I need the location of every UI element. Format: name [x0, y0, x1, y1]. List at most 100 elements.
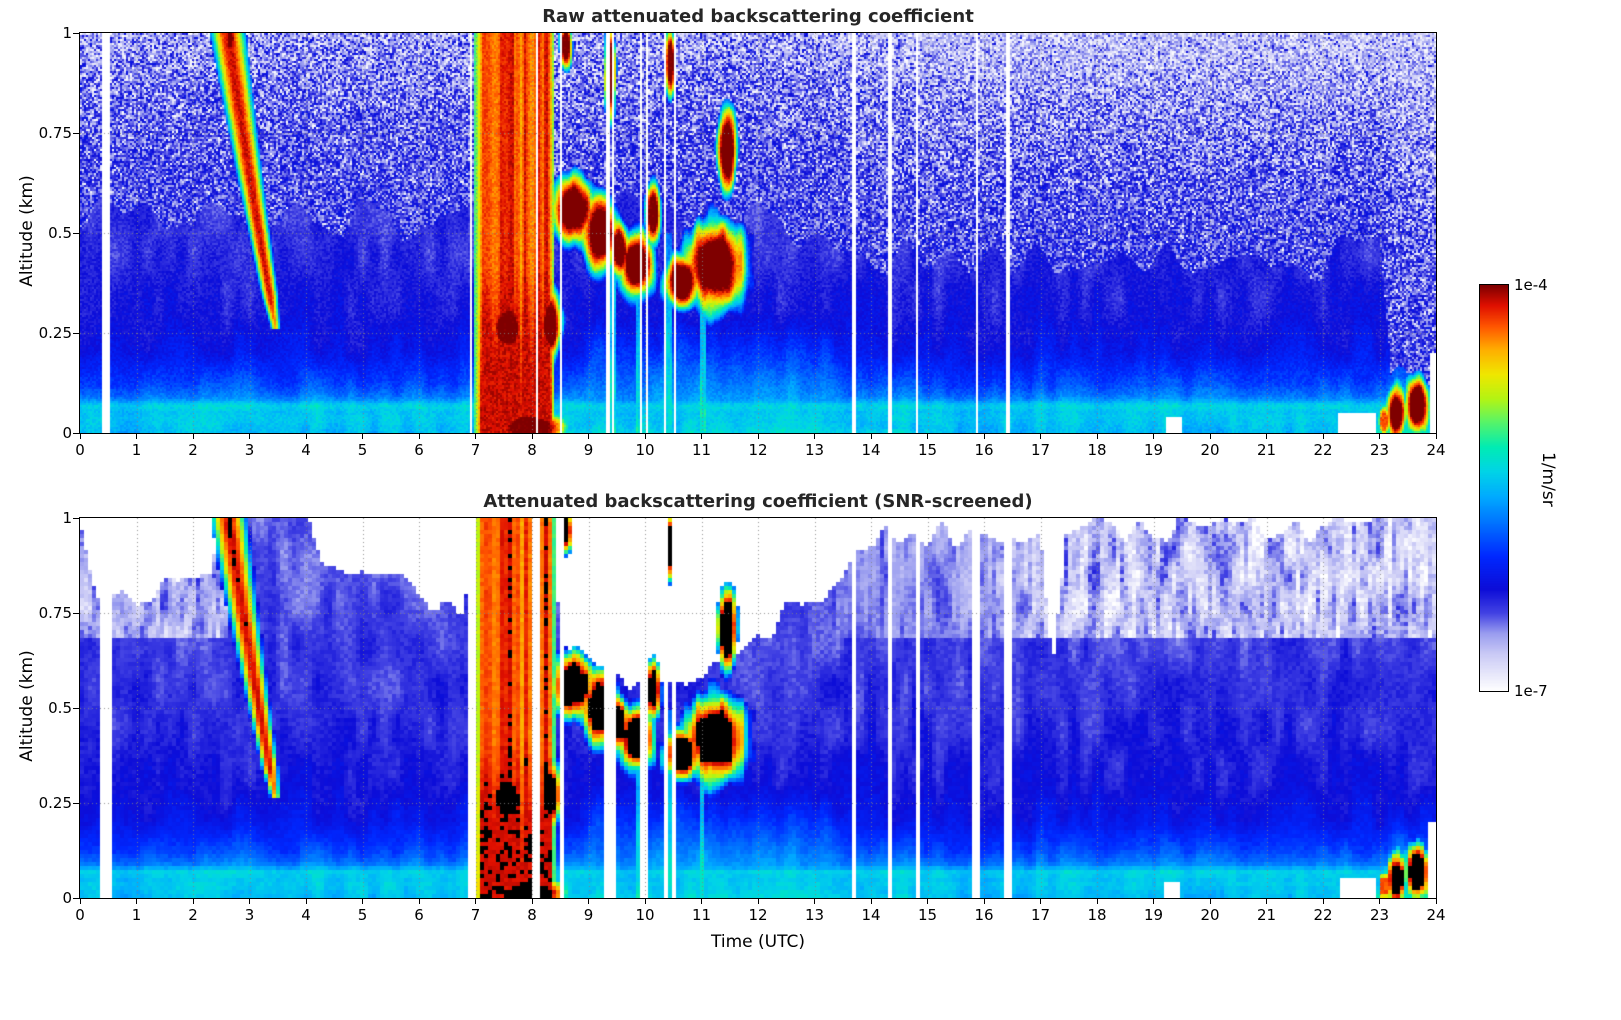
x-tick-mark	[362, 899, 363, 904]
y-tick-mark	[73, 707, 79, 709]
y-tick-mark	[73, 897, 79, 899]
x-tick-mark	[588, 899, 589, 904]
x-tick-label: 8	[527, 906, 537, 924]
x-tick-mark	[983, 899, 985, 904]
x-tick-label: 9	[583, 906, 594, 924]
x-tick-label: 11	[691, 441, 712, 459]
x-tick-label: 8	[527, 441, 537, 459]
panel1-title: Raw attenuated backscattering coefficien…	[542, 6, 974, 27]
x-tick-label: 23	[1369, 441, 1390, 459]
colorbar-unit-label: 1/m/sr	[1538, 452, 1558, 507]
x-tick-mark	[757, 434, 759, 439]
x-tick-label: 20	[1200, 906, 1220, 924]
x-tick-mark	[1040, 899, 1041, 904]
x-tick-mark	[531, 434, 533, 439]
x-tick-label: 21	[1256, 906, 1277, 924]
y-tick-mark	[73, 132, 79, 134]
x-tick-mark	[249, 434, 250, 439]
x-tick-label: 2	[188, 441, 198, 459]
x-tick-mark	[1096, 434, 1098, 439]
x-tick-label: 7	[470, 441, 481, 459]
x-tick-mark	[1153, 899, 1154, 904]
x-tick-mark	[192, 434, 194, 439]
x-tick-label: 3	[244, 441, 255, 459]
x-tick-mark	[79, 434, 81, 439]
y-tick-mark	[73, 32, 79, 34]
x-tick-label: 6	[414, 906, 424, 924]
y-tick-mark	[73, 612, 79, 614]
y-tick-mark	[73, 517, 79, 519]
x-tick-label: 3	[244, 906, 255, 924]
x-tick-label: 18	[1087, 906, 1107, 924]
x-tick-label: 24	[1426, 906, 1446, 924]
x-tick-mark	[983, 434, 985, 439]
x-tick-label: 15	[917, 906, 938, 924]
x-tick-label: 13	[804, 441, 825, 459]
x-tick-mark	[136, 899, 137, 904]
screened-backscatter-heatmap	[79, 517, 1437, 899]
x-tick-mark	[475, 899, 476, 904]
x-tick-label: 6	[414, 441, 424, 459]
x-tick-mark	[1322, 899, 1324, 904]
colorbar	[1479, 284, 1509, 692]
x-tick-label: 21	[1256, 441, 1277, 459]
x-tick-mark	[1209, 434, 1211, 439]
x-tick-mark	[249, 899, 250, 904]
x-tick-mark	[1435, 434, 1437, 439]
y-tick-label: 0.75	[38, 604, 72, 622]
y-tick-label: 0.25	[38, 324, 72, 342]
x-tick-mark	[1040, 434, 1041, 439]
x-tick-label: 4	[301, 441, 311, 459]
y-tick-mark	[73, 232, 79, 234]
x-tick-label: 1	[131, 906, 142, 924]
xaxis-label: Time (UTC)	[711, 932, 805, 952]
x-tick-mark	[870, 899, 872, 904]
x-tick-label: 11	[691, 906, 712, 924]
x-tick-mark	[1153, 434, 1154, 439]
x-tick-label: 4	[301, 906, 311, 924]
x-tick-mark	[1266, 899, 1267, 904]
x-tick-mark	[644, 434, 646, 439]
colorbar-min-label: 1e-7	[1514, 682, 1548, 700]
x-tick-mark	[1266, 434, 1267, 439]
x-tick-label: 24	[1426, 441, 1446, 459]
x-tick-label: 1	[131, 441, 142, 459]
x-tick-label: 16	[974, 441, 994, 459]
x-tick-mark	[192, 899, 194, 904]
x-tick-label: 5	[357, 906, 368, 924]
x-tick-mark	[814, 434, 815, 439]
y-tick-label: 0.5	[48, 224, 72, 242]
x-tick-label: 14	[861, 441, 881, 459]
y-tick-mark	[73, 332, 79, 334]
x-tick-mark	[927, 434, 928, 439]
x-tick-label: 19	[1143, 441, 1164, 459]
x-tick-mark	[475, 434, 476, 439]
x-tick-label: 20	[1200, 441, 1220, 459]
x-tick-label: 17	[1030, 441, 1051, 459]
x-tick-mark	[644, 899, 646, 904]
x-tick-label: 19	[1143, 906, 1164, 924]
x-tick-label: 14	[861, 906, 881, 924]
colorbar-max-label: 1e-4	[1514, 276, 1548, 294]
x-tick-mark	[362, 434, 363, 439]
x-tick-label: 9	[583, 441, 594, 459]
x-tick-mark	[927, 899, 928, 904]
x-tick-label: 12	[748, 906, 768, 924]
x-tick-label: 10	[635, 441, 655, 459]
panel2-title: Attenuated backscattering coefficient (S…	[483, 491, 1033, 512]
x-tick-mark	[588, 434, 589, 439]
x-tick-mark	[1209, 899, 1211, 904]
y-tick-label: 0.75	[38, 124, 72, 142]
y-tick-label: 0.25	[38, 794, 72, 812]
x-tick-label: 15	[917, 441, 938, 459]
x-tick-mark	[79, 899, 81, 904]
x-tick-mark	[757, 899, 759, 904]
x-tick-label: 0	[75, 906, 85, 924]
x-tick-mark	[305, 899, 307, 904]
x-tick-label: 5	[357, 441, 368, 459]
y-tick-label: 0	[62, 424, 72, 442]
x-tick-label: 7	[470, 906, 481, 924]
x-tick-label: 16	[974, 906, 994, 924]
x-tick-label: 22	[1313, 441, 1333, 459]
